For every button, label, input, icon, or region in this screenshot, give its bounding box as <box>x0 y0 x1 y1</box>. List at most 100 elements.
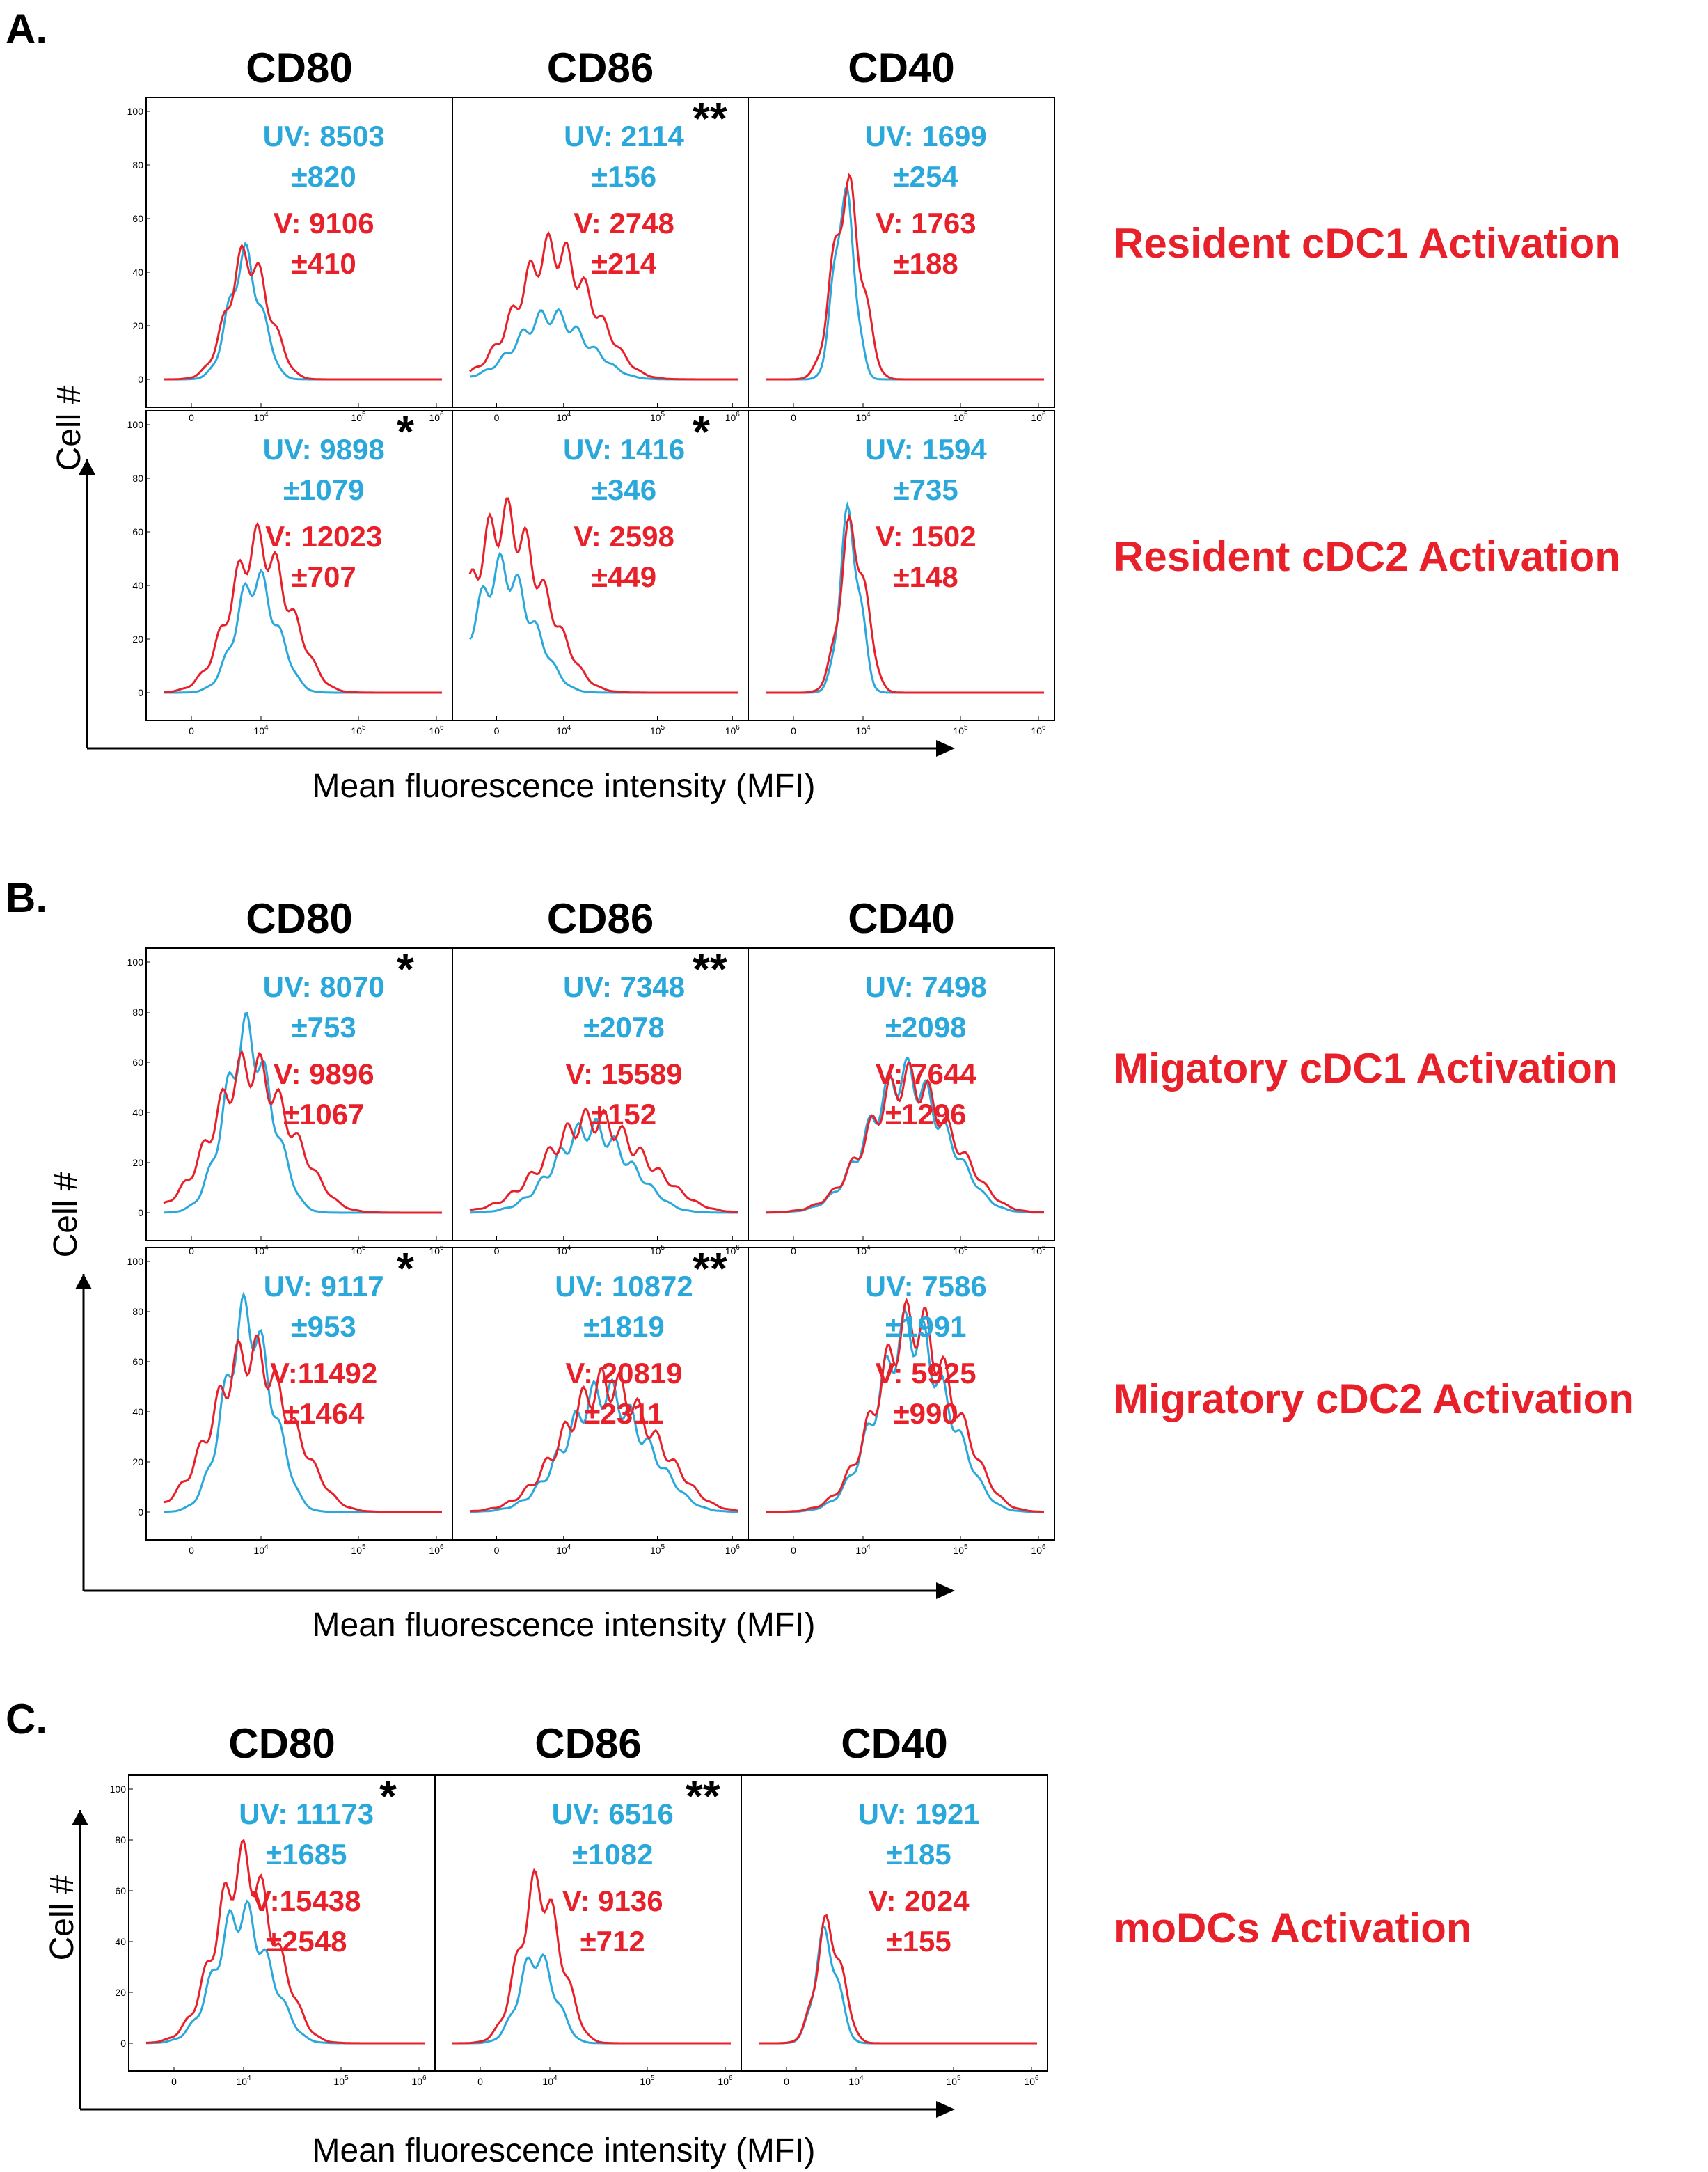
x-tick-label: 0 <box>189 725 194 737</box>
histogram-cell: 0 20 40 60 80 100 0 104 105 106 UV: 8070 ±753 V: 989… <box>127 944 453 1257</box>
x-tick-base: 10 <box>429 725 440 737</box>
uv-mfi-value: UV: 1921 <box>858 1797 980 1830</box>
histogram-frame <box>748 1247 1055 1541</box>
y-tick-label: 100 <box>127 1256 144 1267</box>
y-tick-label: 100 <box>127 106 144 117</box>
marker-title-cd40: CD40 <box>848 45 954 91</box>
x-tick-label: 0 <box>494 1545 500 1556</box>
x-tick-label: 104 <box>556 1543 571 1556</box>
y-axis-arrow <box>79 459 95 475</box>
histogram-frame <box>748 947 1055 1241</box>
v-histogram-curve <box>452 1868 731 2045</box>
x-tick-base: 10 <box>855 725 867 737</box>
x-tick-exp: 6 <box>736 1543 740 1551</box>
uv-mfi-sd: ±2078 <box>583 1011 664 1044</box>
y-tick-label: 60 <box>132 213 143 224</box>
uv-mfi-value: UV: 8503 <box>263 120 385 152</box>
x-tick-label: 105 <box>650 1244 665 1257</box>
x-tick-base: 0 <box>189 412 194 423</box>
significance-marker: ** <box>693 93 727 143</box>
x-tick-exp: 6 <box>440 411 444 418</box>
x-tick-base: 10 <box>556 412 567 423</box>
x-tick-label: 104 <box>556 724 571 737</box>
x-tick-label: 105 <box>351 1543 366 1556</box>
x-tick-base: 10 <box>848 2076 860 2087</box>
x-tick-base: 10 <box>429 1545 440 1556</box>
x-tick-base: 10 <box>253 1545 264 1556</box>
v-mfi-sd: ±152 <box>592 1098 656 1131</box>
x-tick-label: 0 <box>791 412 796 423</box>
x-tick-exp: 6 <box>440 1543 444 1551</box>
y-tick-label: 100 <box>127 419 144 430</box>
x-tick-label: 104 <box>556 1244 571 1257</box>
x-tick-exp: 4 <box>860 2075 864 2082</box>
x-tick-label: 106 <box>1031 1543 1046 1556</box>
v-histogram-curve <box>468 497 738 694</box>
uv-mfi-value: UV: 11173 <box>239 1797 374 1830</box>
uv-mfi-value: UV: 9117 <box>264 1270 384 1303</box>
x-tick-label: 106 <box>429 411 444 423</box>
x-tick-base: 0 <box>477 2076 483 2087</box>
x-tick-label: 0 <box>494 412 500 423</box>
x-tick-base: 10 <box>542 2076 553 2087</box>
y-tick-label: 40 <box>132 580 143 591</box>
v-mfi-value: V: 9896 <box>274 1057 374 1090</box>
x-tick-base: 10 <box>725 725 736 737</box>
x-tick-base: 0 <box>784 2076 789 2087</box>
x-tick-base: 0 <box>494 1545 500 1556</box>
panel-letter: A. <box>6 6 47 52</box>
x-tick-label: 106 <box>429 724 444 737</box>
x-tick-label: 104 <box>855 724 871 737</box>
y-tick-label: 80 <box>132 1306 143 1317</box>
x-tick-base: 10 <box>253 725 264 737</box>
x-tick-base: 0 <box>791 1545 796 1556</box>
y-tick-label: 0 <box>138 1506 143 1518</box>
v-mfi-sd: ±155 <box>887 1925 951 1958</box>
x-tick-exp: 5 <box>957 2075 961 2082</box>
marker-title-cd86: CD86 <box>547 45 654 91</box>
uv-mfi-sd: ±254 <box>894 160 959 193</box>
x-tick-exp: 4 <box>567 724 571 732</box>
y-tick-label: 0 <box>138 374 143 385</box>
x-tick-label: 105 <box>650 411 665 423</box>
y-tick-label: 0 <box>138 687 143 698</box>
v-histogram-curve <box>164 244 442 381</box>
x-tick-label: 106 <box>411 2075 427 2087</box>
x-tick-base: 0 <box>189 725 194 737</box>
v-mfi-sd: ±188 <box>894 247 958 280</box>
x-tick-base: 10 <box>556 1545 567 1556</box>
marker-title-cd80: CD80 <box>246 45 352 91</box>
marker-title-cd40: CD40 <box>848 895 954 942</box>
v-histogram-curve <box>469 231 738 381</box>
uv-mfi-value: UV: 1699 <box>865 120 987 152</box>
y-tick-label: 20 <box>132 1456 143 1467</box>
y-tick-label: 60 <box>132 526 143 537</box>
v-histogram-curve <box>765 1062 1044 1214</box>
x-tick-label: 0 <box>791 725 796 737</box>
v-mfi-sd: ±2311 <box>584 1397 663 1430</box>
x-tick-base: 10 <box>725 412 736 423</box>
x-tick-base: 10 <box>946 2076 957 2087</box>
row-label: Resident cDC2 Activation <box>1114 533 1620 580</box>
uv-mfi-value: UV: 7498 <box>865 970 987 1003</box>
y-tick-label: 20 <box>132 634 143 645</box>
x-tick-base: 0 <box>494 412 500 423</box>
significance-marker: * <box>379 1771 397 1821</box>
x-tick-exp: 4 <box>247 2075 251 2082</box>
x-tick-label: 105 <box>953 1244 968 1257</box>
v-histogram-curve <box>766 1298 1045 1513</box>
uv-histogram-curve <box>765 1057 1045 1214</box>
uv-mfi-value: UV: 10872 <box>555 1270 693 1303</box>
uv-mfi-sd: ±953 <box>292 1310 356 1343</box>
x-tick-base: 10 <box>953 1545 964 1556</box>
significance-marker: * <box>397 1243 414 1293</box>
x-tick-exp: 6 <box>440 724 444 732</box>
uv-mfi-value: UV: 1416 <box>563 433 685 466</box>
x-tick-base: 10 <box>351 1545 362 1556</box>
uv-mfi-sd: ±185 <box>887 1838 951 1871</box>
x-tick-base: 10 <box>718 2076 729 2087</box>
v-mfi-value: V: 9106 <box>274 207 374 239</box>
v-histogram-curve <box>759 1914 1037 2045</box>
